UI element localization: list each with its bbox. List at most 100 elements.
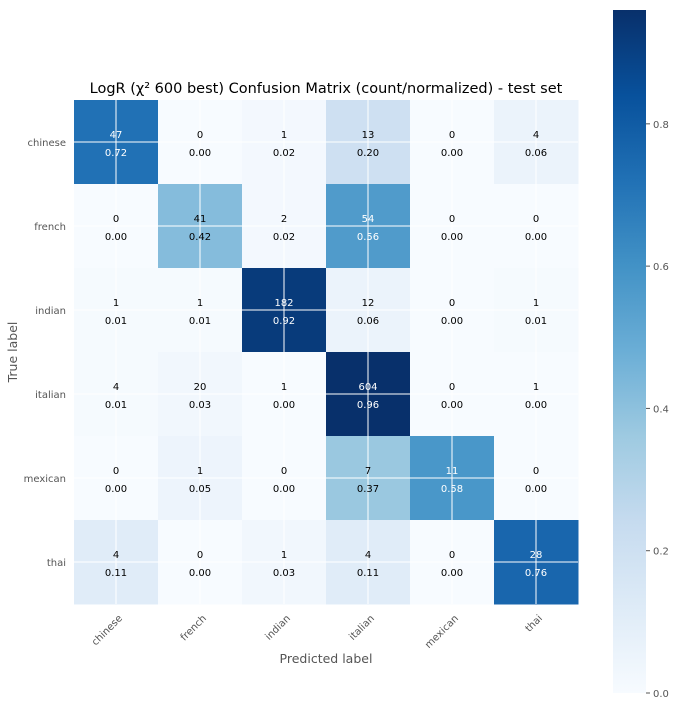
cell-normalized-label: 0.01 bbox=[189, 316, 211, 327]
cell-count-label: 1 bbox=[197, 298, 203, 309]
cell-count-label: 4 bbox=[365, 550, 371, 561]
colorbar-ticks: 0.0 0.2 0.4 0.6 0.8 bbox=[646, 120, 669, 700]
y-axis-label: True label bbox=[5, 322, 20, 384]
y-tick-label: mexican bbox=[24, 474, 66, 485]
cell-count-label: 13 bbox=[362, 130, 375, 141]
cell-count-label: 47 bbox=[110, 130, 123, 141]
cell-count-label: 1 bbox=[197, 466, 203, 477]
colorbar-gradient bbox=[613, 10, 646, 693]
cell-count-label: 28 bbox=[530, 550, 543, 561]
grid-lines bbox=[74, 100, 578, 604]
y-tick-label: french bbox=[34, 222, 66, 233]
colorbar: 0.0 0.2 0.4 0.6 0.8 bbox=[613, 10, 669, 700]
x-tick-label: italian bbox=[347, 613, 377, 643]
cell-count-label: 0 bbox=[533, 466, 539, 477]
x-tick-label: french bbox=[179, 613, 209, 643]
cell-count-label: 0 bbox=[449, 382, 455, 393]
cell-count-label: 54 bbox=[362, 214, 375, 225]
cell-normalized-label: 0.00 bbox=[105, 232, 127, 243]
colorbar-tick-label: 0.6 bbox=[653, 262, 669, 273]
cell-normalized-label: 0.00 bbox=[189, 148, 211, 159]
cell-count-label: 4 bbox=[533, 130, 539, 141]
cell-count-label: 0 bbox=[281, 466, 287, 477]
cell-normalized-label: 0.06 bbox=[525, 148, 547, 159]
cell-normalized-label: 0.00 bbox=[525, 484, 547, 495]
cell-count-label: 0 bbox=[113, 466, 119, 477]
heatmap-cells bbox=[74, 100, 579, 605]
cell-count-label: 4 bbox=[113, 382, 119, 393]
cell-normalized-label: 0.72 bbox=[105, 148, 127, 159]
x-tick-label: chinese bbox=[90, 613, 125, 648]
y-tick-label: thai bbox=[47, 558, 66, 569]
cell-count-label: 1 bbox=[281, 550, 287, 561]
cell-normalized-label: 0.00 bbox=[441, 568, 463, 579]
cell-normalized-label: 0.03 bbox=[273, 568, 295, 579]
cell-normalized-label: 0.02 bbox=[273, 232, 295, 243]
cell-count-label: 7 bbox=[365, 466, 371, 477]
cell-normalized-label: 0.00 bbox=[525, 400, 547, 411]
cell-count-label: 4 bbox=[113, 550, 119, 561]
cell-count-label: 1 bbox=[533, 382, 539, 393]
cell-normalized-label: 0.02 bbox=[273, 148, 295, 159]
x-tick-label: thai bbox=[524, 613, 545, 634]
colorbar-tick-label: 0.4 bbox=[653, 404, 669, 415]
cell-normalized-label: 0.00 bbox=[105, 484, 127, 495]
cell-count-label: 0 bbox=[197, 550, 203, 561]
cell-count-label: 20 bbox=[194, 382, 207, 393]
cell-normalized-label: 0.01 bbox=[105, 316, 127, 327]
cell-count-label: 1 bbox=[281, 382, 287, 393]
cell-normalized-label: 0.92 bbox=[273, 316, 295, 327]
cell-count-label: 0 bbox=[533, 214, 539, 225]
cell-count-label: 1 bbox=[113, 298, 119, 309]
y-tick-label: chinese bbox=[28, 138, 66, 149]
cell-count-label: 0 bbox=[449, 130, 455, 141]
cell-normalized-label: 0.00 bbox=[441, 316, 463, 327]
cell-count-label: 0 bbox=[449, 550, 455, 561]
colorbar-tick-label: 0.0 bbox=[653, 689, 669, 700]
cell-count-label: 604 bbox=[358, 382, 377, 393]
cell-normalized-label: 0.01 bbox=[105, 400, 127, 411]
cell-count-label: 0 bbox=[449, 214, 455, 225]
cell-normalized-label: 0.96 bbox=[357, 400, 379, 411]
cell-count-label: 2 bbox=[281, 214, 287, 225]
cell-count-label: 0 bbox=[197, 130, 203, 141]
x-axis-label: Predicted label bbox=[280, 651, 373, 666]
y-tick-label: indian bbox=[35, 306, 66, 317]
cell-count-label: 11 bbox=[446, 466, 459, 477]
cell-normalized-label: 0.76 bbox=[525, 568, 547, 579]
colorbar-tick-label: 0.2 bbox=[653, 547, 669, 558]
cell-normalized-label: 0.00 bbox=[441, 400, 463, 411]
x-tick-label: indian bbox=[263, 613, 292, 642]
x-tick-labels: chinese french indian italian mexican thai bbox=[90, 613, 545, 651]
cell-normalized-label: 0.00 bbox=[189, 568, 211, 579]
cell-normalized-label: 0.05 bbox=[189, 484, 211, 495]
cell-count-label: 0 bbox=[449, 298, 455, 309]
cell-normalized-label: 0.00 bbox=[441, 232, 463, 243]
cell-normalized-label: 0.37 bbox=[357, 484, 379, 495]
cell-labels: 470.7200.0010.02130.2000.0040.0600.00410… bbox=[105, 130, 547, 579]
cell-normalized-label: 0.56 bbox=[357, 232, 379, 243]
cell-normalized-label: 0.00 bbox=[273, 484, 295, 495]
cell-count-label: 1 bbox=[281, 130, 287, 141]
colorbar-tick-label: 0.8 bbox=[653, 120, 669, 131]
cell-normalized-label: 0.00 bbox=[525, 232, 547, 243]
cell-normalized-label: 0.42 bbox=[189, 232, 211, 243]
y-tick-label: italian bbox=[35, 390, 66, 401]
cell-normalized-label: 0.11 bbox=[105, 568, 127, 579]
chart-title: LogR (χ² 600 best) Confusion Matrix (cou… bbox=[90, 81, 563, 97]
cell-normalized-label: 0.00 bbox=[273, 400, 295, 411]
cell-normalized-label: 0.58 bbox=[441, 484, 463, 495]
cell-count-label: 41 bbox=[194, 214, 207, 225]
x-tick-label: mexican bbox=[423, 613, 461, 651]
cell-count-label: 182 bbox=[274, 298, 293, 309]
cell-normalized-label: 0.20 bbox=[357, 148, 379, 159]
cell-normalized-label: 0.11 bbox=[357, 568, 379, 579]
cell-count-label: 0 bbox=[113, 214, 119, 225]
cell-normalized-label: 0.01 bbox=[525, 316, 547, 327]
y-tick-labels: chinese french indian italian mexican thai bbox=[24, 138, 66, 569]
cell-count-label: 12 bbox=[362, 298, 375, 309]
cell-normalized-label: 0.06 bbox=[357, 316, 379, 327]
cell-count-label: 1 bbox=[533, 298, 539, 309]
cell-normalized-label: 0.03 bbox=[189, 400, 211, 411]
